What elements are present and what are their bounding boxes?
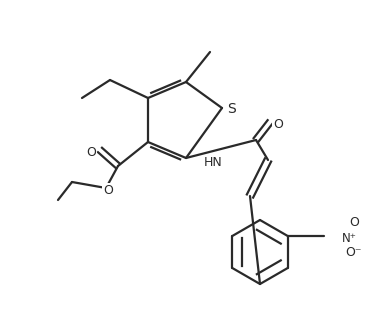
- Text: O: O: [86, 146, 96, 158]
- Text: O⁻: O⁻: [345, 245, 362, 259]
- Text: N⁺: N⁺: [342, 232, 357, 245]
- Text: S: S: [228, 102, 236, 116]
- Text: O: O: [349, 216, 359, 229]
- Text: HN: HN: [204, 156, 223, 169]
- Text: O: O: [103, 183, 113, 197]
- Text: O: O: [273, 117, 283, 130]
